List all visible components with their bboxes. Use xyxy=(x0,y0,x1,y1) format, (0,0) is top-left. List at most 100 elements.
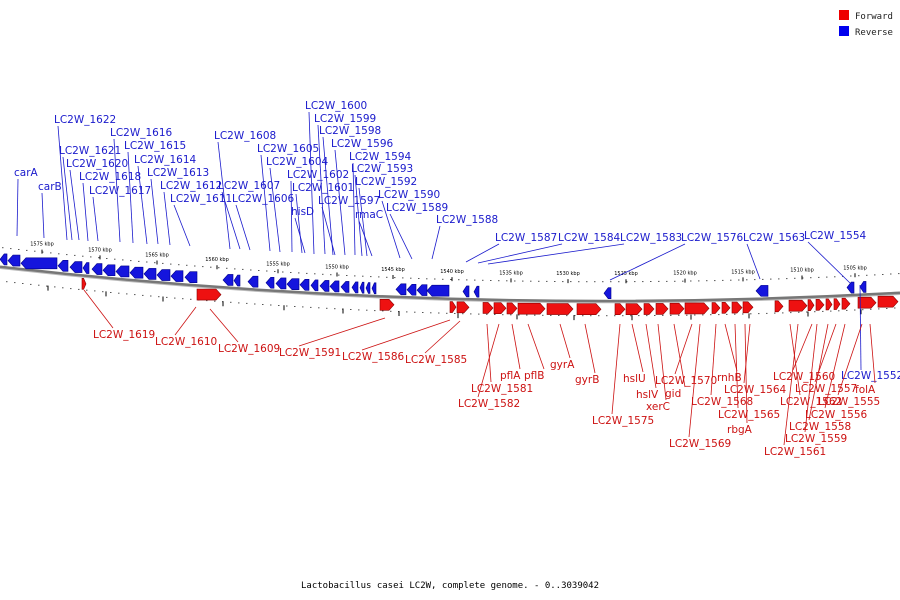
track-dot-upper xyxy=(354,275,356,277)
legend-forward-label: Forward xyxy=(855,12,893,22)
gene-arrow-forward xyxy=(807,299,815,312)
track-dot-upper xyxy=(634,281,636,283)
gene-leader-reverse xyxy=(235,204,251,251)
gene-leader-reverse xyxy=(150,178,159,245)
gene-arrow-reverse xyxy=(365,282,371,294)
track-dot-lower xyxy=(606,315,608,317)
track-dot-upper xyxy=(682,280,684,282)
gene-leader-forward xyxy=(673,323,686,388)
track-dot-upper xyxy=(746,279,748,281)
track-dot-upper xyxy=(210,266,212,268)
track-dot-lower xyxy=(166,296,168,298)
track-dot-lower xyxy=(14,282,16,284)
gene-label-forward: gyrA xyxy=(550,359,575,371)
track-dot-upper xyxy=(506,280,508,282)
track-dot-upper xyxy=(642,281,644,283)
gene-label-reverse: LC2W_1602 xyxy=(287,169,349,181)
track-dot-lower xyxy=(502,314,504,316)
track-dot-upper xyxy=(2,247,4,249)
track-dot-lower xyxy=(366,309,368,311)
track-dot-lower xyxy=(846,309,848,311)
track-dot-upper xyxy=(674,280,676,282)
track-dot-lower xyxy=(214,300,216,302)
gene-label-reverse: LC2W_1618 xyxy=(79,171,141,183)
track-dot-upper xyxy=(626,281,628,283)
gene-arrow-reverse xyxy=(222,274,234,286)
track-dot-lower xyxy=(894,307,896,309)
track-dot-lower xyxy=(270,304,272,306)
forward-strand-genes xyxy=(81,278,899,316)
track-dot-lower xyxy=(350,309,352,310)
track-dot-upper xyxy=(594,281,596,283)
gene-leader-reverse xyxy=(163,191,171,246)
gene-arrow-reverse xyxy=(82,262,90,274)
track-dot-lower xyxy=(318,307,320,309)
gene-leader-forward xyxy=(209,308,239,343)
track-dot-upper xyxy=(810,277,812,279)
track-dot-upper xyxy=(170,263,172,265)
gene-arrow-reverse xyxy=(426,284,450,297)
track-dot-lower xyxy=(598,315,600,317)
gene-arrow-reverse xyxy=(102,264,116,277)
gene-label-reverse: LC2W_1587 xyxy=(495,232,557,244)
gene-label-reverse: LC2W_1593 xyxy=(351,163,413,175)
track-dot-lower xyxy=(526,314,528,316)
track-dot-lower xyxy=(334,308,336,310)
scale-tick-label: 1570 kbp xyxy=(88,247,112,253)
track-dot-upper xyxy=(362,275,364,277)
track-dot-lower xyxy=(422,312,424,313)
gene-label-forward: LC2W_1581 xyxy=(471,383,533,395)
gene-arrow-forward xyxy=(506,302,518,315)
gene-label-forward: LC2W_1557 xyxy=(795,383,857,395)
track-dot-upper xyxy=(258,270,260,271)
track-dot-lower xyxy=(702,314,704,316)
gene-leader-reverse xyxy=(62,156,73,241)
track-dot-lower xyxy=(142,294,144,296)
track-dot-lower xyxy=(534,314,536,316)
track-dot-lower xyxy=(574,315,576,317)
track-dot-lower xyxy=(718,314,720,316)
track-dot-upper xyxy=(314,273,316,275)
track-dot-upper xyxy=(74,254,76,256)
scale-tick-label: 1515 kbp xyxy=(731,269,755,275)
track-dot-lower xyxy=(486,313,488,315)
track-dot-lower xyxy=(646,315,648,317)
gene-arrow-reverse xyxy=(170,270,184,282)
scale-tick-label: 1575 kbp xyxy=(30,242,54,248)
gene-leader-forward xyxy=(511,323,521,370)
track-dot-upper xyxy=(202,266,204,268)
track-dot-upper xyxy=(658,280,660,282)
track-dot-upper xyxy=(386,276,388,278)
gene-arrow-reverse xyxy=(473,285,480,298)
gene-label-forward: LC2W_1556 xyxy=(805,409,868,421)
gene-leader-forward xyxy=(783,323,799,446)
track-dot-lower xyxy=(814,311,816,313)
gene-label-reverse: LC2W_1615 xyxy=(124,140,186,152)
gene-leader-forward xyxy=(559,323,571,359)
track-dot-upper xyxy=(522,280,524,282)
gene-arrow-forward xyxy=(833,298,841,310)
track-dot-lower xyxy=(278,305,280,306)
track-dot-lower xyxy=(790,312,792,314)
track-dot-upper xyxy=(402,277,404,279)
gene-arrow-forward xyxy=(731,301,743,314)
gene-label-reverse: LC2W_1590 xyxy=(378,189,440,201)
track-dot-upper xyxy=(490,280,492,281)
track-dot-lower xyxy=(750,313,752,315)
track-dot-lower xyxy=(126,293,128,295)
gene-label-forward: rbgA xyxy=(727,424,753,436)
gene-leader-reverse xyxy=(113,138,121,243)
gene-leader-reverse xyxy=(477,243,563,264)
track-dot-upper xyxy=(666,280,668,282)
track-dot-upper xyxy=(578,281,580,283)
gene-arrow-reverse xyxy=(371,282,377,295)
track-dot-lower xyxy=(518,314,520,316)
gene-label-forward: LC2W_1569 xyxy=(669,438,731,450)
track-dot-upper xyxy=(730,279,732,281)
track-dot-lower xyxy=(630,315,632,317)
track-dot-lower xyxy=(446,312,448,314)
track-dot-lower xyxy=(294,306,296,307)
gene-arrow-forward xyxy=(669,302,685,315)
gene-arrow-forward xyxy=(643,303,655,315)
track-dot-upper xyxy=(82,255,84,257)
